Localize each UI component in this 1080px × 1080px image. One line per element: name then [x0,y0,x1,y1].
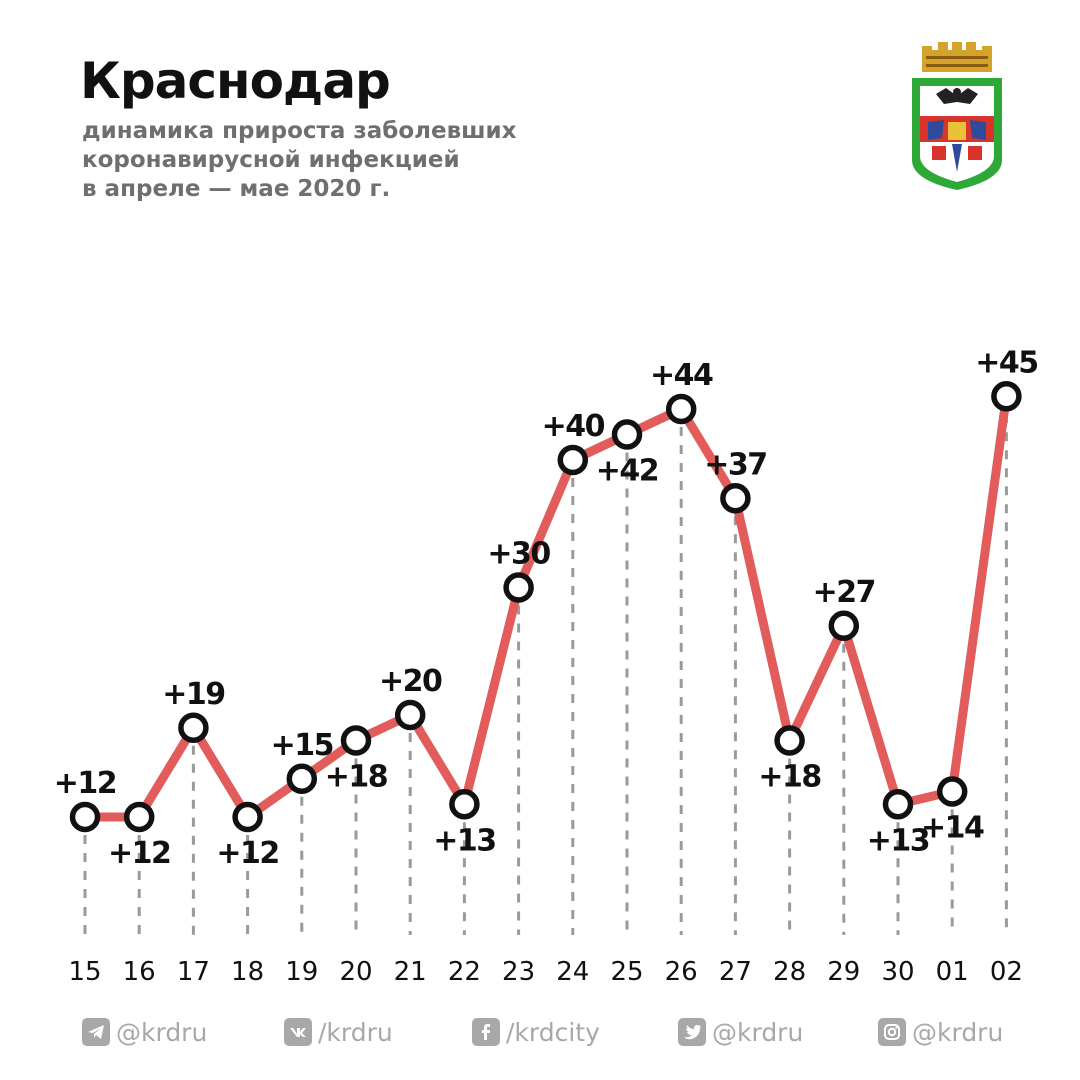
data-label: +27 [813,575,875,610]
x-tick-label: 25 [610,957,643,987]
line-chart: +12+12+19+12+15+18+20+13+30+40+42+44+37+… [54,345,1039,987]
x-tick-label: 01 [936,957,969,987]
data-label: +12 [54,766,116,801]
series-line [80,391,1011,822]
x-tick-label: 17 [177,957,210,987]
x-tick-label: 16 [123,957,156,987]
data-point [936,776,968,807]
social-label: @krdru [912,1017,1004,1047]
data-label: +15 [271,728,333,763]
subtitle-line: коронавирусной инфекцией [82,147,460,173]
data-point [178,712,209,743]
data-label: +13 [433,823,495,858]
data-label: +20 [379,664,442,699]
data-point [503,572,534,603]
social-label: /krdcity [506,1017,600,1047]
chart-subtitle: динамика прироста заболевших коронавирус… [82,117,517,204]
data-point [611,419,643,450]
data-point [394,699,426,731]
data-label: +30 [487,537,550,572]
data-label: +18 [325,760,388,795]
data-label: +40 [542,409,605,444]
data-label: +42 [596,454,658,489]
data-point [720,483,751,514]
data-label: +13 [867,823,929,858]
x-tick-label: 02 [990,957,1023,987]
telegram-icon [82,1018,110,1046]
data-point [340,725,372,756]
x-tick-label: 28 [773,957,806,987]
facebook-icon [472,1018,500,1046]
vk-icon [284,1018,312,1046]
data-point [991,381,1022,412]
data-label: +12 [216,836,278,871]
data-point [232,801,263,833]
data-point [665,393,697,425]
x-tick-label: 20 [339,957,372,987]
x-tick-label: 30 [881,957,914,987]
data-point [286,763,318,794]
x-tick-label: 27 [719,957,752,987]
x-tick-label: 24 [556,957,589,987]
social-label: @krdru [116,1017,208,1047]
data-point [449,789,480,820]
chart-title: Краснодар [80,52,391,110]
x-tick-label: 18 [231,957,264,987]
subtitle-line: динамика прироста заболевших [82,118,517,144]
x-tick-label: 21 [394,957,427,987]
data-point [69,801,101,833]
social-telegram[interactable]: @krdru [82,1012,207,1052]
data-point [774,725,805,756]
x-tick-label: 23 [502,957,535,987]
social-links: @krdru /krdru /krdcity @krdru @krdru [0,1012,1080,1052]
social-twitter[interactable]: @krdru [678,1012,803,1052]
data-point [828,610,860,641]
data-point [557,444,589,476]
x-tick-label: 15 [68,957,101,987]
x-tick-label: 19 [285,957,318,987]
x-tick-label: 26 [665,957,698,987]
social-label: /krdru [318,1017,393,1047]
data-label: +45 [975,345,1037,380]
data-label: +18 [758,760,821,795]
subtitle-line: в апреле — мае 2020 г. [82,176,391,202]
social-facebook[interactable]: /krdcity [472,1012,600,1052]
social-label: @krdru [712,1017,804,1047]
twitter-icon [678,1018,706,1046]
data-label: +14 [921,811,984,846]
social-instagram[interactable]: @krdru [878,1012,1003,1052]
city-coat-of-arms-icon [912,42,1002,190]
x-tick-label: 22 [448,957,481,987]
data-point [123,801,155,833]
data-label: +44 [650,358,713,393]
data-label: +19 [162,677,224,712]
data-label: +37 [704,447,766,482]
data-label: +12 [108,836,170,871]
data-point [882,789,914,820]
social-vk[interactable]: /krdru [284,1012,393,1052]
instagram-icon [878,1018,906,1046]
x-tick-label: 29 [827,957,860,987]
